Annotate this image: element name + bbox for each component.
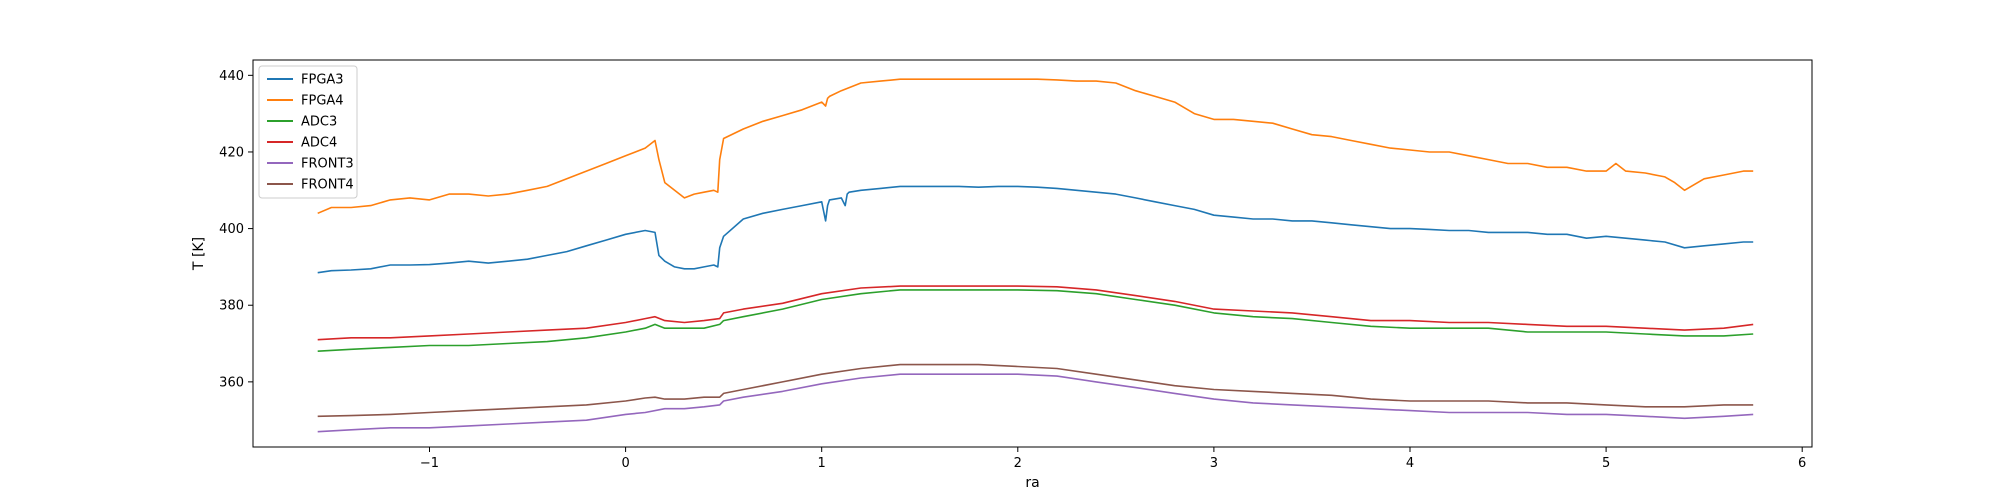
- series-line-front4: [317, 363, 1754, 418]
- x-tick-label: 2: [1014, 456, 1022, 471]
- legend-label: FRONT3: [301, 157, 354, 172]
- y-tick-label: 380: [219, 299, 244, 314]
- y-tick-label: 360: [219, 375, 244, 390]
- plot-frame: [252, 59, 1813, 448]
- y-axis-label: T [K]: [191, 237, 207, 271]
- legend-label: ADC4: [301, 136, 337, 151]
- x-tick-label: 4: [1406, 456, 1414, 471]
- y-tick-label: 440: [219, 69, 244, 84]
- y-axis: 360 380 400 420 440: [219, 69, 253, 390]
- y-tick-label: 420: [219, 145, 244, 160]
- series-line-fpga3: [317, 185, 1754, 274]
- series-line-adc4: [317, 285, 1754, 341]
- legend-label: FRONT4: [301, 178, 354, 193]
- plot-area: [252, 59, 1813, 448]
- y-tick-label: 400: [219, 222, 244, 237]
- x-tick-label: 6: [1798, 456, 1806, 471]
- x-axis: −1 0 1 2 3 4 5 6: [420, 447, 1806, 471]
- x-tick-label: 1: [818, 456, 826, 471]
- x-tick-label: 0: [621, 456, 629, 471]
- x-axis-label: ra: [1025, 475, 1039, 491]
- legend-label: FPGA3: [301, 73, 344, 88]
- legend: FPGA3 FPGA4 ADC3 ADC4 FRONT3 FRONT4: [258, 65, 358, 199]
- x-tick-label: 3: [1210, 456, 1218, 471]
- series-line-front3: [317, 373, 1754, 433]
- series-line-adc3: [317, 289, 1754, 352]
- x-tick-label: −1: [420, 456, 439, 471]
- series-line-fpga4: [317, 78, 1754, 215]
- legend-label: ADC3: [301, 115, 337, 130]
- series-layer: [317, 78, 1754, 433]
- x-tick-label: 5: [1602, 456, 1610, 471]
- legend-label: FPGA4: [301, 94, 344, 109]
